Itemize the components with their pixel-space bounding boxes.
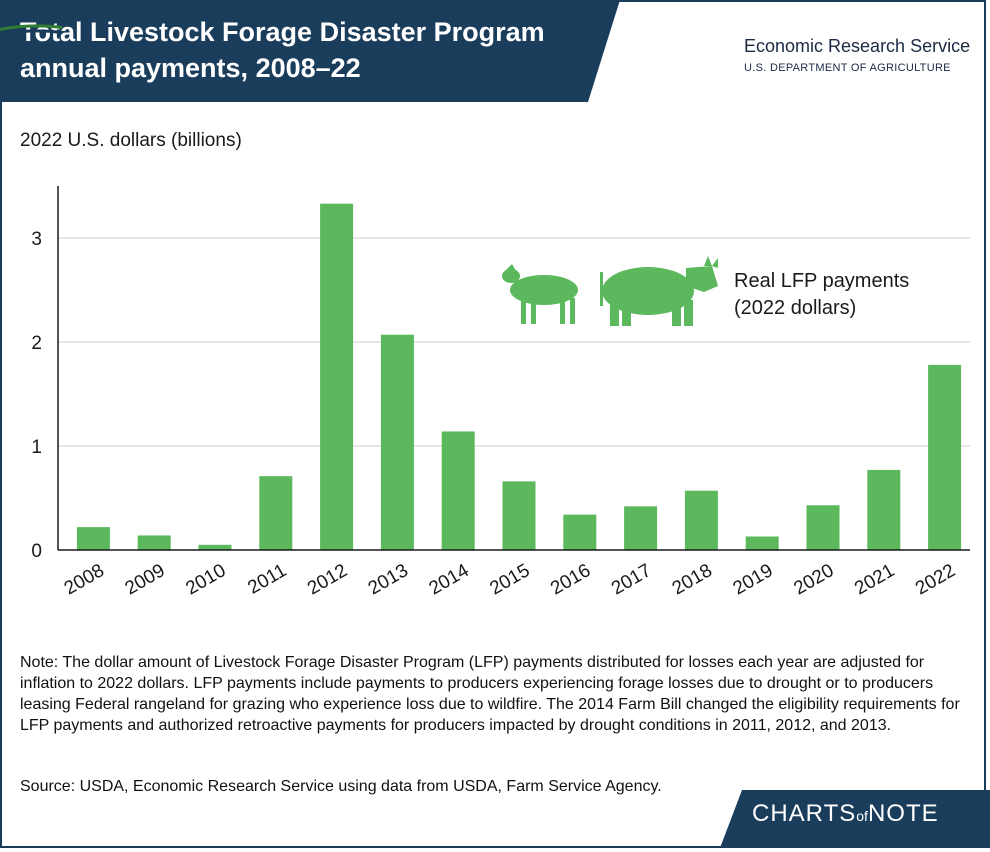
x-tick-label: 2019 [730,560,777,599]
bar [198,544,232,550]
x-tick-label: 2012 [304,560,351,599]
bar [502,481,536,550]
header-banner: Total Livestock Forage Disaster Program … [0,0,990,102]
y-tick-label: 2 [31,333,42,354]
bar [745,536,779,550]
usda-logo-text: USDA [0,0,60,25]
bar [563,514,597,550]
bar [76,527,110,550]
y-tick-label: 3 [31,229,42,250]
bar [806,505,840,550]
x-tick-label: 2015 [486,560,533,599]
x-tick-label: 2017 [608,560,655,599]
brand-right: NOTE [867,800,939,827]
bar [380,334,414,550]
header-background [0,0,620,102]
chart-source: Source: USDA, Economic Research Service … [20,778,662,795]
x-tick-label: 2013 [365,560,412,599]
x-tick-label: 2008 [61,560,108,599]
bar [684,490,718,550]
bar [259,476,293,550]
x-tick-label: 2020 [790,560,837,599]
bar [928,364,962,550]
x-tick-label: 2014 [426,560,473,600]
x-tick-label: 2011 [244,560,290,599]
charts-of-note-logo: CHARTSofNOTE [752,800,939,828]
x-tick-label: 2018 [669,560,716,599]
x-tick-label: 2010 [182,560,229,599]
brand-of: of [856,808,868,824]
y-tick-label: 1 [31,437,42,458]
brand-left: CHARTS [752,800,857,827]
y-axis-label: 2022 U.S. dollars (billions) [20,130,242,151]
bar [441,431,475,550]
usda-logo-icon: USDA [0,0,62,36]
bar [320,203,354,550]
bar-chart: 0 1 2 3 2008 2009 2010 2011 2012 2013 2014 2015 2016… [31,186,970,600]
bar [867,469,901,550]
legend-label-line2: (2022 dollars) [734,297,856,319]
bar [624,506,658,550]
legend-label-line1: Real LFP payments [734,270,909,292]
org-name: Economic Research Service [744,36,971,56]
bar [137,535,171,550]
cow-icon [600,256,718,326]
y-tick-label: 0 [31,541,42,562]
chart-note: Note: The dollar amount of Livestock For… [20,654,960,734]
chart-title: Total Livestock Forage Disaster Program … [20,17,545,83]
org-department: U.S. DEPARTMENT OF AGRICULTURE [744,62,951,74]
x-tick-label: 2022 [912,560,959,599]
x-tick-label: 2016 [547,560,594,599]
legend: Real LFP payments (2022 dollars) [502,256,909,326]
x-tick-label: 2009 [122,560,169,599]
sheep-icon [502,264,578,324]
x-tick-label: 2021 [851,560,898,599]
